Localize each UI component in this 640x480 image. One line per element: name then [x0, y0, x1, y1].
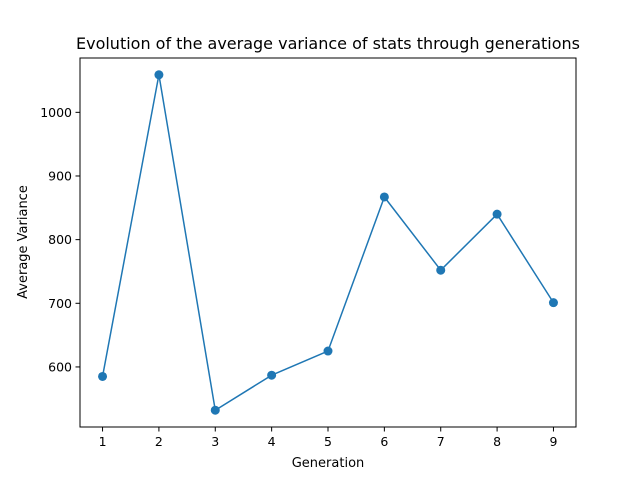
data-point-5 [323, 346, 333, 356]
x-axis-ticks: 1 2 3 4 5 6 7 8 9 [99, 427, 557, 449]
x-tick-label: 3 [211, 434, 219, 449]
x-tick-label: 4 [268, 434, 276, 449]
data-point-1 [98, 371, 108, 381]
data-point-4 [267, 370, 277, 380]
data-point-6 [379, 192, 389, 202]
y-tick-label: 800 [48, 232, 72, 247]
y-axis-label: Average Variance [16, 185, 31, 299]
x-tick-label: 1 [99, 434, 107, 449]
y-tick-label: 1000 [40, 105, 72, 120]
y-tick-label: 600 [48, 359, 72, 374]
x-tick-label: 7 [437, 434, 445, 449]
series-markers [98, 70, 558, 415]
x-tick-label: 6 [380, 434, 388, 449]
data-point-3 [210, 405, 220, 415]
plot-area [80, 58, 576, 427]
y-tick-label: 900 [48, 168, 72, 183]
data-point-8 [492, 209, 502, 219]
y-tick-label: 700 [48, 296, 72, 311]
x-tick-label: 8 [493, 434, 501, 449]
x-axis-label: Generation [292, 456, 365, 471]
y-axis-ticks: 600 700 800 900 1000 [40, 105, 80, 374]
data-point-2 [154, 70, 164, 80]
chart-title: Evolution of the average variance of sta… [76, 34, 580, 53]
x-tick-label: 5 [324, 434, 332, 449]
data-point-7 [436, 265, 446, 275]
data-point-9 [548, 298, 558, 308]
x-tick-label: 2 [155, 434, 163, 449]
plot-frame [79, 57, 577, 428]
x-tick-label: 9 [549, 434, 557, 449]
